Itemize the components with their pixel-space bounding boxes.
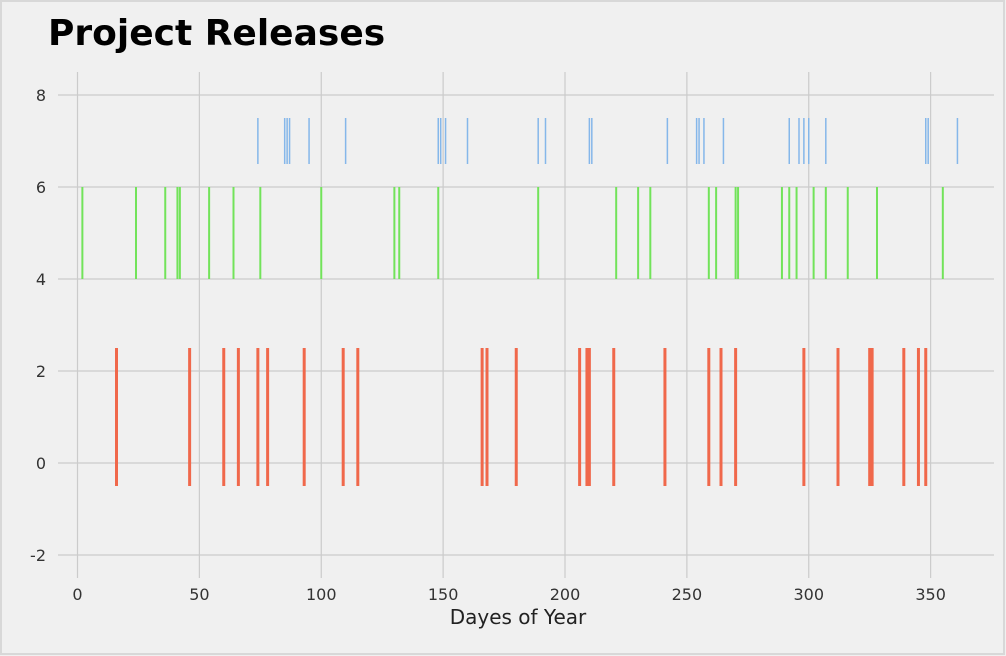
x-tick-label: 200 (550, 585, 581, 604)
event-row-3 (257, 118, 959, 164)
x-tick-label: 350 (915, 585, 946, 604)
x-tick-label: 0 (72, 585, 82, 604)
event-row-2 (81, 187, 944, 279)
y-tick-label: 2 (36, 362, 46, 381)
event-series (81, 118, 959, 486)
x-tick-label: 100 (306, 585, 337, 604)
x-tick-label: 150 (428, 585, 459, 604)
x-tick-label: 250 (672, 585, 703, 604)
event-row-1 (115, 348, 928, 486)
y-tick-label: 0 (36, 454, 46, 473)
y-tick-label: 4 (36, 270, 46, 289)
tick-labels: 0 50 100 150 200 250 300 350 -2 0 2 4 6 8 (30, 86, 946, 604)
x-axis-label: Dayes of Year (450, 605, 587, 629)
y-tick-label: -2 (30, 546, 46, 565)
x-tick-label: 50 (189, 585, 209, 604)
x-tick-label: 300 (793, 585, 824, 604)
y-tick-label: 8 (36, 86, 46, 105)
y-tick-label: 6 (36, 178, 46, 197)
chart-title: Project Releases (48, 13, 385, 54)
